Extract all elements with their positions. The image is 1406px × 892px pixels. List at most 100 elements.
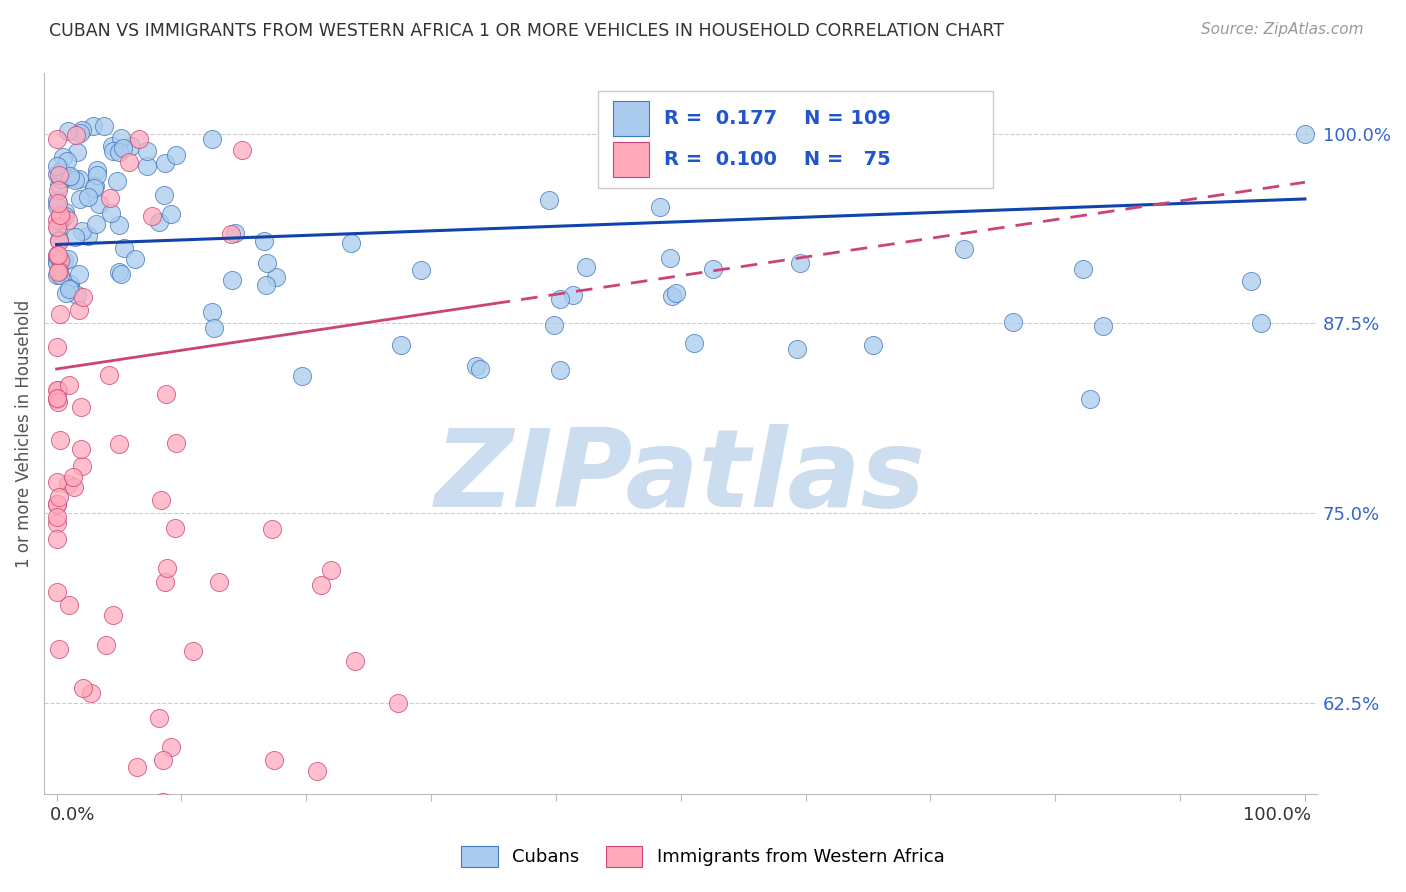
Point [150, 493, 173, 508]
Y-axis label: 1 or more Vehicles in Household: 1 or more Vehicles in Household [15, 300, 32, 567]
Point [67, 302, 90, 317]
Point [67, 172, 90, 186]
Point [59, 169, 82, 184]
Point [48, 433, 70, 447]
Point [45, 193, 67, 207]
Point [69, 400, 91, 414]
Point [59, 169, 82, 183]
Point [111, 141, 134, 155]
Point [46, 383, 69, 397]
Point [49, 164, 72, 178]
Point [94, 638, 117, 652]
Point [49, 254, 72, 268]
Point [93, 119, 115, 133]
Point [46, 497, 69, 511]
Point [108, 145, 131, 160]
Point [263, 753, 285, 767]
Point [465, 359, 488, 374]
Point [83, 181, 105, 195]
Point [648, 200, 671, 214]
Point [72, 681, 94, 695]
Point [63, 480, 86, 494]
Point [148, 711, 170, 725]
Text: ZIPatlas: ZIPatlas [436, 424, 927, 530]
Point [148, 214, 170, 228]
Point [48, 168, 70, 182]
Point [65, 128, 87, 142]
Legend: Cubans, Immigrants from Western Africa: Cubans, Immigrants from Western Africa [454, 838, 952, 874]
Point [409, 263, 432, 277]
Point [125, 760, 148, 774]
Point [48, 490, 70, 504]
Point [108, 265, 131, 279]
Point [1294, 127, 1316, 141]
Point [1091, 318, 1114, 333]
Point [58, 282, 80, 296]
Text: R =  0.177    N = 109: R = 0.177 N = 109 [664, 109, 891, 128]
Point [53, 254, 76, 268]
Point [110, 131, 132, 145]
FancyBboxPatch shape [613, 101, 650, 136]
Point [389, 337, 412, 351]
Point [1002, 315, 1025, 329]
Point [153, 187, 176, 202]
Point [48, 264, 70, 278]
Point [45, 383, 67, 397]
Point [160, 207, 183, 221]
Point [59, 277, 82, 291]
Point [101, 144, 124, 158]
Point [105, 174, 128, 188]
Text: Source: ZipAtlas.com: Source: ZipAtlas.com [1201, 22, 1364, 37]
Point [48, 234, 70, 248]
Point [160, 740, 183, 755]
Point [56, 213, 79, 227]
Point [63, 173, 86, 187]
Point [152, 753, 174, 767]
Point [153, 155, 176, 169]
Point [575, 260, 598, 274]
Point [48, 234, 70, 248]
Point [46, 395, 69, 409]
Point [48, 178, 70, 192]
Point [112, 241, 135, 255]
Point [51, 172, 73, 186]
Point [141, 209, 163, 223]
Point [264, 269, 287, 284]
Point [156, 561, 179, 575]
Point [62, 470, 84, 484]
Point [155, 387, 177, 401]
Point [548, 363, 571, 377]
Point [53, 209, 76, 223]
Point [254, 277, 277, 292]
Point [221, 273, 243, 287]
Point [58, 477, 80, 491]
Point [311, 578, 333, 592]
Point [118, 154, 141, 169]
Point [65, 288, 87, 302]
Point [45, 159, 67, 173]
Point [52, 150, 75, 164]
Point [256, 256, 278, 270]
Point [49, 208, 72, 222]
Point [48, 265, 70, 279]
Point [66, 145, 89, 159]
Point [548, 293, 571, 307]
Point [77, 229, 100, 244]
Point [1240, 275, 1263, 289]
Point [45, 516, 67, 531]
Point [45, 392, 67, 406]
Point [48, 211, 70, 225]
Point [58, 281, 80, 295]
Point [343, 654, 366, 668]
Point [69, 192, 91, 206]
FancyBboxPatch shape [613, 142, 650, 177]
Point [165, 148, 187, 162]
Point [63, 230, 86, 244]
Point [470, 362, 492, 376]
Point [201, 132, 224, 146]
Point [69, 126, 91, 140]
Point [124, 252, 146, 266]
Point [231, 143, 253, 157]
Point [45, 212, 67, 227]
Point [152, 795, 174, 809]
